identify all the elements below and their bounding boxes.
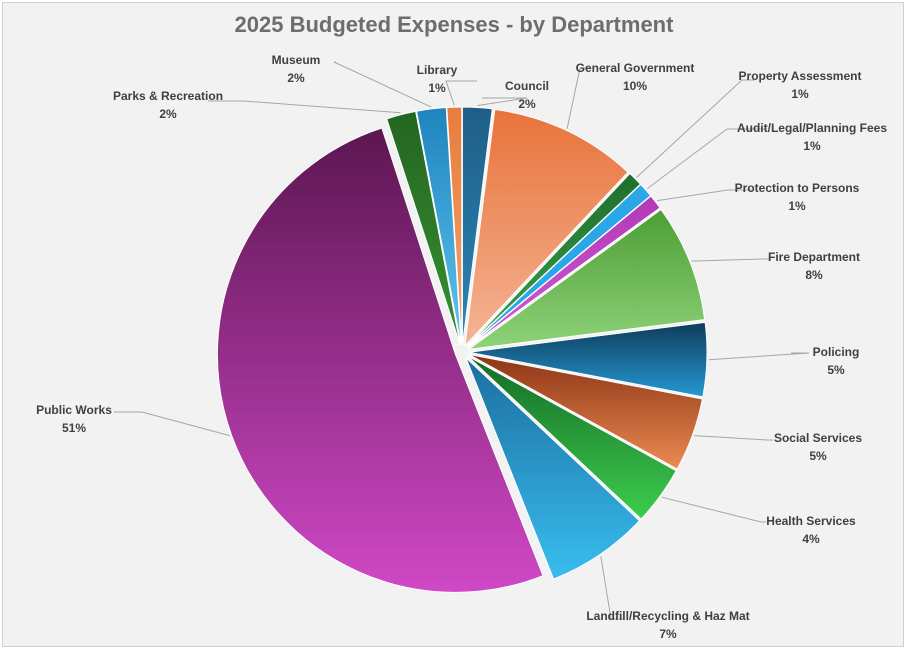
slice-percent-label: 1%	[788, 199, 806, 213]
leader-line	[600, 556, 623, 620]
slice-percent-label: 8%	[805, 268, 823, 282]
slice-percent-label: 10%	[623, 79, 647, 93]
pie-slice-general-government	[464, 108, 629, 348]
slice-percent-label: 5%	[827, 363, 845, 377]
leader-line	[661, 496, 766, 523]
pie-slice-protection-to-persons	[467, 195, 661, 349]
slice-label: Museum	[272, 53, 321, 67]
slice-label: Parks & Recreation	[113, 89, 223, 103]
slice-percent-label: 51%	[62, 421, 86, 435]
pie-slice-library	[446, 106, 463, 346]
leader-line	[708, 352, 810, 361]
slice-percent-label: 2%	[518, 97, 536, 111]
slice-percent-label: 1%	[791, 87, 809, 101]
leader-line	[566, 67, 590, 129]
slice-percent-label: 4%	[802, 532, 820, 546]
pie-slice-landfill-recycling-haz-mat	[465, 357, 641, 580]
slice-label: Audit/Legal/Planning Fees	[737, 121, 887, 135]
slice-label: Social Services	[774, 431, 862, 445]
leader-line	[657, 189, 752, 202]
pie-slice-policing	[468, 321, 708, 398]
leader-line	[694, 435, 773, 441]
slice-label: Property Assessment	[739, 69, 862, 83]
pie-slice-health-services	[467, 355, 677, 520]
leader-line	[114, 411, 230, 437]
slice-percent-label: 2%	[159, 107, 177, 121]
slice-percent-label: 2%	[287, 71, 305, 85]
pie-slice-public-works	[216, 127, 544, 593]
slice-label: Policing	[813, 345, 860, 359]
slice-percent-label: 5%	[809, 449, 827, 463]
pie-slice-fire-department	[468, 208, 706, 350]
pie-slice-council	[461, 106, 493, 346]
slice-percent-label: 1%	[428, 81, 446, 95]
slice-percent-label: 7%	[659, 627, 677, 641]
leader-line	[333, 61, 432, 108]
slice-label: Landfill/Recycling & Haz Mat	[586, 609, 749, 623]
leader-line	[477, 97, 528, 106]
slice-label: Health Services	[766, 514, 856, 528]
leader-line	[691, 258, 769, 262]
leader-line	[445, 80, 477, 106]
slice-label: Library	[417, 63, 458, 77]
slice-label: Public Works	[36, 403, 112, 417]
leader-line	[646, 128, 767, 190]
leader-line	[208, 100, 401, 114]
pie-slice-parks-recreation	[386, 110, 461, 346]
slice-label: General Government	[576, 61, 695, 75]
slice-label: Protection to Persons	[735, 181, 860, 195]
slice-label: Council	[505, 79, 549, 93]
pie-slice-museum	[415, 106, 462, 346]
pie-slice-social-services	[468, 353, 703, 470]
leader-line	[636, 79, 755, 178]
slice-label: Fire Department	[768, 250, 860, 264]
chart-title: 2025 Budgeted Expenses - by Department	[234, 12, 674, 37]
slice-percent-label: 1%	[803, 139, 821, 153]
